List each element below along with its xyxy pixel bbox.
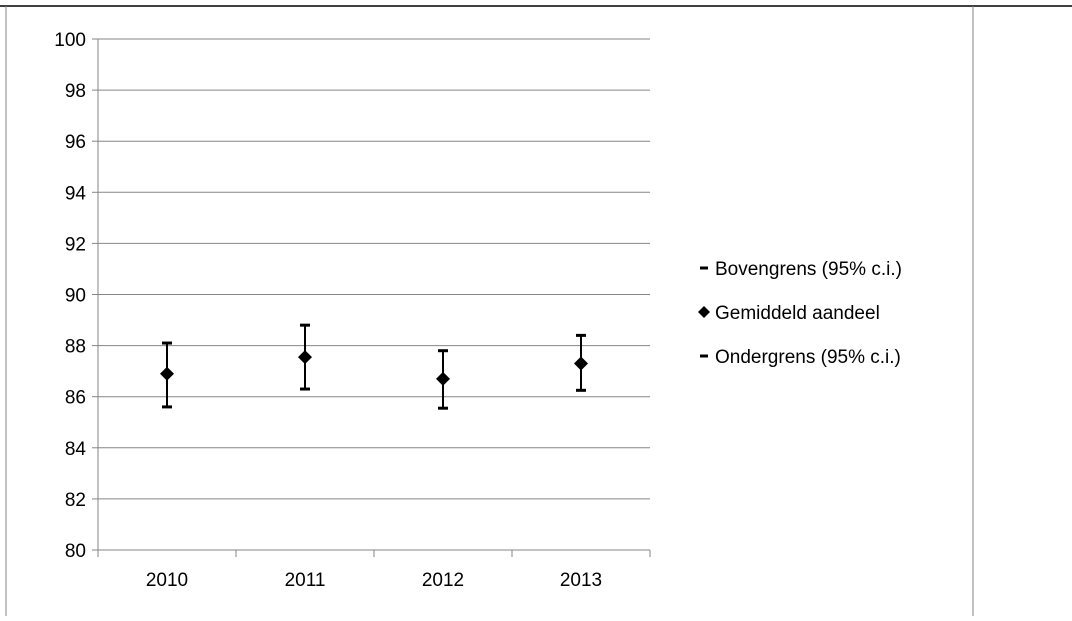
x-tick-label: 2010 [146, 570, 188, 591]
legend: Bovengrens (95% c.i.) Gemiddeld aandeel On… [698, 259, 902, 368]
mean-point-2013 [574, 356, 588, 371]
y-tick-label: 80 [65, 541, 86, 562]
legend-label: Ondergrens (95% c.i.) [715, 347, 901, 368]
axes [97, 39, 651, 557]
error-bars [166, 325, 582, 409]
y-tick-label: 90 [65, 286, 86, 307]
grid-lines [92, 38, 650, 551]
x-tick-labels: 2010 2011 2012 2013 [146, 570, 602, 591]
x-tick-label: 2011 [285, 570, 326, 591]
y-tick-label: 82 [65, 490, 86, 511]
y-tick-label: 92 [65, 234, 86, 255]
mean-point-2012 [436, 371, 450, 386]
x-tick-label: 2013 [560, 570, 602, 591]
y-tick-labels: 80 82 84 86 88 90 92 94 96 98 100 [54, 30, 86, 562]
y-tick-label: 96 [65, 132, 86, 153]
y-tick-label: 98 [65, 81, 86, 102]
legend-label: Bovengrens (95% c.i.) [715, 259, 902, 280]
legend-marker-diamond [698, 306, 710, 318]
y-tick-label: 84 [65, 439, 87, 460]
legend-label: Gemiddeld aandeel [715, 303, 880, 324]
mean-point-2011 [298, 350, 312, 365]
y-tick-label: 88 [65, 337, 86, 358]
y-tick-label: 86 [65, 388, 86, 409]
y-tick-label: 100 [54, 30, 86, 51]
data-points [160, 323, 588, 410]
y-tick-label: 94 [65, 183, 87, 204]
mean-point-2010 [160, 366, 174, 381]
x-tick-label: 2012 [422, 570, 464, 591]
